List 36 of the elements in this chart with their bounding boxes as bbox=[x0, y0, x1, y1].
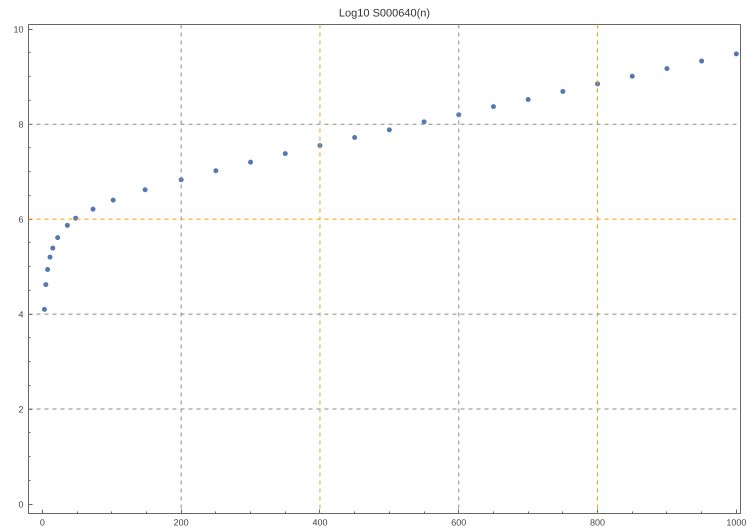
point bbox=[734, 51, 739, 56]
point bbox=[386, 127, 392, 132]
point bbox=[422, 119, 427, 124]
x-tick-label: 0 bbox=[40, 518, 45, 528]
y-tick-label: 4 bbox=[18, 310, 24, 320]
point bbox=[110, 198, 116, 203]
point bbox=[630, 74, 635, 79]
point bbox=[248, 160, 254, 165]
point bbox=[213, 168, 218, 174]
y-tick-label: 6 bbox=[18, 214, 24, 225]
y-tick-label: 2 bbox=[18, 404, 24, 415]
x-tick-label: 400 bbox=[312, 518, 328, 528]
point bbox=[560, 88, 566, 94]
chart-title: Log10 S000640(n) bbox=[338, 8, 430, 20]
point bbox=[699, 58, 704, 64]
point bbox=[55, 235, 60, 240]
y-tick-label: 0 bbox=[18, 500, 24, 510]
x-tick-label: 800 bbox=[590, 518, 606, 528]
point bbox=[48, 254, 53, 260]
point bbox=[142, 187, 148, 192]
point bbox=[282, 151, 288, 156]
point bbox=[526, 97, 531, 102]
point bbox=[90, 206, 96, 212]
y-tick-label: 10 bbox=[13, 24, 24, 35]
point bbox=[45, 266, 50, 272]
point bbox=[42, 306, 47, 312]
point bbox=[490, 104, 496, 110]
x-tick-label: 600 bbox=[451, 518, 466, 528]
x-tick-label: 200 bbox=[174, 518, 189, 528]
y-tick-label: 8 bbox=[18, 120, 24, 130]
point bbox=[64, 222, 70, 228]
point bbox=[50, 246, 56, 251]
point bbox=[664, 66, 670, 72]
point bbox=[352, 134, 358, 140]
x-tick-label: 1000 bbox=[726, 518, 746, 528]
point bbox=[43, 282, 48, 288]
